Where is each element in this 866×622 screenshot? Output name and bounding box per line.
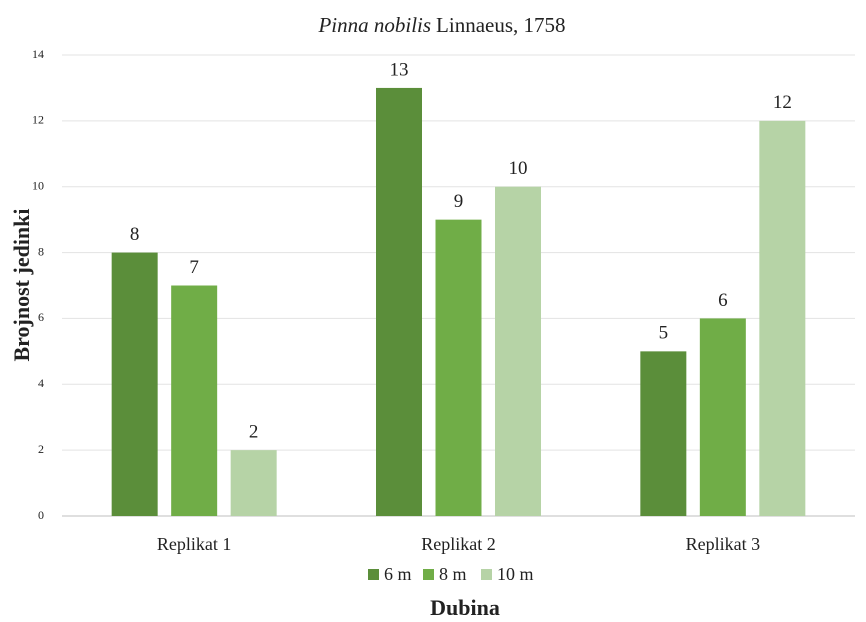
y-axis-label: Brojnost jedinki bbox=[9, 208, 34, 361]
y-tick-label: 2 bbox=[38, 442, 44, 456]
y-tick-label: 12 bbox=[32, 113, 44, 127]
bar bbox=[759, 120, 806, 516]
y-tick-label: 14 bbox=[32, 47, 44, 61]
bar bbox=[171, 285, 218, 516]
title-authority: Linnaeus, 1758 bbox=[436, 13, 565, 37]
bar bbox=[435, 219, 482, 516]
legend-swatch bbox=[481, 569, 492, 580]
y-tick-label: 10 bbox=[32, 178, 44, 192]
bar bbox=[640, 351, 687, 516]
data-label: 13 bbox=[390, 59, 409, 80]
data-label: 9 bbox=[454, 191, 464, 212]
legend-swatch bbox=[423, 569, 434, 580]
data-label: 12 bbox=[773, 92, 792, 113]
data-label: 10 bbox=[509, 158, 528, 179]
x-axis-label: Dubina bbox=[430, 595, 500, 620]
title-species: Pinna nobilis bbox=[317, 13, 431, 37]
chart-title: Pinna nobilis Linnaeus, 1758 bbox=[317, 13, 565, 37]
data-label: 2 bbox=[249, 422, 259, 443]
bar bbox=[376, 87, 422, 516]
y-tick-label: 4 bbox=[38, 376, 44, 390]
legend-label: 8 m bbox=[439, 564, 467, 584]
x-tick-label: Replikat 2 bbox=[421, 534, 496, 554]
data-label: 5 bbox=[659, 323, 669, 344]
legend-label: 6 m bbox=[384, 564, 412, 584]
data-label: 6 bbox=[718, 290, 728, 311]
bar bbox=[111, 252, 158, 517]
bar bbox=[230, 450, 277, 516]
y-tick-label: 8 bbox=[38, 244, 44, 258]
bar bbox=[495, 186, 541, 516]
y-tick-label: 0 bbox=[38, 508, 44, 522]
data-label: 7 bbox=[189, 257, 199, 278]
legend-label: 10 m bbox=[497, 564, 534, 584]
bar bbox=[699, 318, 746, 516]
legend-swatch bbox=[368, 569, 379, 580]
y-tick-label: 6 bbox=[38, 310, 44, 324]
data-label: 8 bbox=[130, 224, 140, 245]
x-tick-label: Replikat 3 bbox=[686, 534, 761, 554]
x-tick-label: Replikat 1 bbox=[157, 534, 232, 554]
